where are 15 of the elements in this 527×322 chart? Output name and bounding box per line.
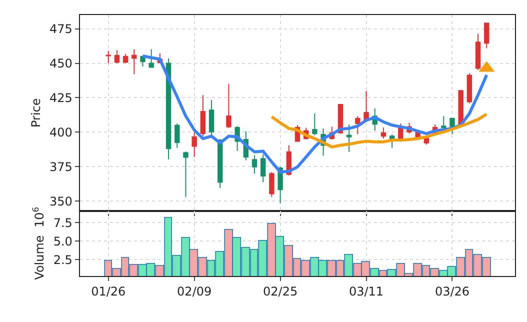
x-tick-label: 02/09 <box>177 284 212 299</box>
x-tick-label: 01/26 <box>91 284 126 299</box>
y-tick-label: 425 <box>50 90 72 105</box>
y-tick-label: 375 <box>50 160 72 174</box>
x-tick-label: 02/25 <box>263 284 298 299</box>
x-tick-label: 03/11 <box>348 284 384 299</box>
x-tick-label: 03/26 <box>434 284 470 299</box>
y-tick-label: 450 <box>50 56 72 70</box>
y-axis-title: Price <box>28 98 43 128</box>
y-tick-label: 400 <box>50 125 72 140</box>
y-tick-label: 475 <box>50 22 72 36</box>
y-tick-label: 2.5 <box>53 252 72 267</box>
y-tick-label: 7.5 <box>53 216 72 230</box>
y-tick-label: 350 <box>50 194 72 208</box>
y-tick-label: 5.0 <box>53 234 72 248</box>
